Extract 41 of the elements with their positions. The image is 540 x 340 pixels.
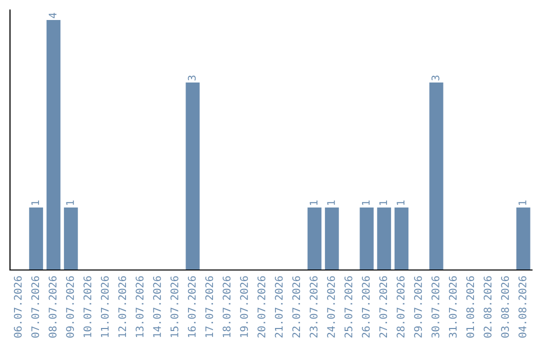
x-tick-label: 31.07.2026: [448, 276, 457, 338]
x-tick-label: 03.08.2026: [501, 276, 509, 338]
data-label: 3: [188, 76, 196, 80]
x-tick-label: 09.07.2026: [66, 276, 74, 338]
data-label: 1: [31, 200, 39, 205]
x-tick-label: 20.07.2026: [257, 276, 266, 338]
x-tick-label: 16.07.2026: [188, 276, 196, 338]
x-tick-label: 15.07.2026: [170, 276, 178, 338]
x-tick-label: 23.07.2026: [310, 276, 318, 338]
data-label: 1: [310, 200, 318, 205]
x-tick-label: 01.08.2026: [466, 276, 474, 338]
data-label: 3: [431, 76, 440, 80]
x-tick-label: 26.07.2026: [362, 276, 370, 338]
x-tick-label: 25.07.2026: [344, 276, 352, 338]
data-label: 1: [66, 200, 74, 205]
x-tick-label: 17.07.2026: [205, 276, 214, 338]
x-tick-label: 02.08.2026: [484, 276, 492, 338]
x-tick-label: 08.07.2026: [48, 276, 57, 338]
x-tick-label: 22.07.2026: [292, 276, 300, 338]
x-tick-label: 27.07.2026: [379, 276, 388, 338]
data-label: 1: [518, 200, 526, 205]
x-tick-label: 12.07.2026: [118, 276, 126, 338]
x-tick-label: 21.07.2026: [274, 276, 283, 338]
x-tick-label: 29.07.2026: [414, 276, 422, 338]
x-tick-label: 10.07.2026: [83, 276, 92, 338]
data-label: 1: [327, 200, 335, 205]
x-tick-label: 11.07.2026: [100, 276, 109, 338]
x-tick-label: 07.07.2026: [31, 276, 40, 338]
x-tick-label: 13.07.2026: [136, 276, 144, 338]
x-tick-label: 19.07.2026: [240, 276, 248, 338]
data-label: 1: [379, 200, 387, 205]
data-label: 4: [48, 12, 56, 18]
x-tick-label: 18.07.2026: [222, 276, 231, 338]
x-tick-label: 04.08.2026: [518, 276, 526, 338]
data-label: 1: [362, 200, 370, 205]
x-tick-label: 28.07.2026: [396, 276, 405, 338]
x-tick-label: 06.07.2026: [14, 276, 22, 338]
x-tick-label: 30.07.2026: [431, 276, 440, 338]
x-tick-label: 14.07.2026: [153, 276, 161, 338]
x-tick-label: 24.07.2026: [327, 276, 335, 338]
data-label: 1: [396, 200, 404, 205]
